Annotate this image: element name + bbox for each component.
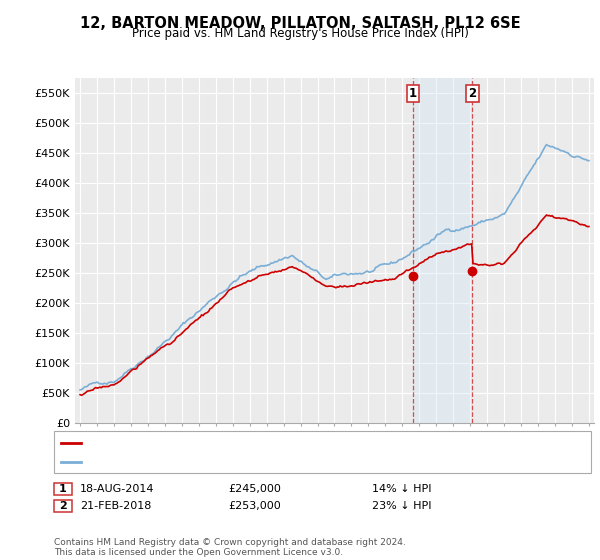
Text: 23% ↓ HPI: 23% ↓ HPI: [372, 501, 431, 511]
Text: 2: 2: [469, 87, 476, 100]
Text: 21-FEB-2018: 21-FEB-2018: [80, 501, 151, 511]
Text: 2: 2: [59, 501, 67, 511]
Text: HPI: Average price, detached house, Cornwall: HPI: Average price, detached house, Corn…: [86, 458, 324, 467]
Text: 1: 1: [409, 87, 417, 100]
Bar: [413, 78, 472, 423]
Text: 12, BARTON MEADOW, PILLATON, SALTASH, PL12 6SE (detached house): 12, BARTON MEADOW, PILLATON, SALTASH, PL…: [86, 438, 459, 448]
Text: Contains HM Land Registry data © Crown copyright and database right 2024.
This d: Contains HM Land Registry data © Crown c…: [54, 538, 406, 557]
Text: 12, BARTON MEADOW, PILLATON, SALTASH, PL12 6SE: 12, BARTON MEADOW, PILLATON, SALTASH, PL…: [80, 16, 520, 31]
Text: £253,000: £253,000: [228, 501, 281, 511]
Text: 18-AUG-2014: 18-AUG-2014: [80, 484, 154, 494]
Text: Price paid vs. HM Land Registry's House Price Index (HPI): Price paid vs. HM Land Registry's House …: [131, 27, 469, 40]
Text: 1: 1: [59, 484, 67, 494]
Text: £245,000: £245,000: [228, 484, 281, 494]
Text: 14% ↓ HPI: 14% ↓ HPI: [372, 484, 431, 494]
